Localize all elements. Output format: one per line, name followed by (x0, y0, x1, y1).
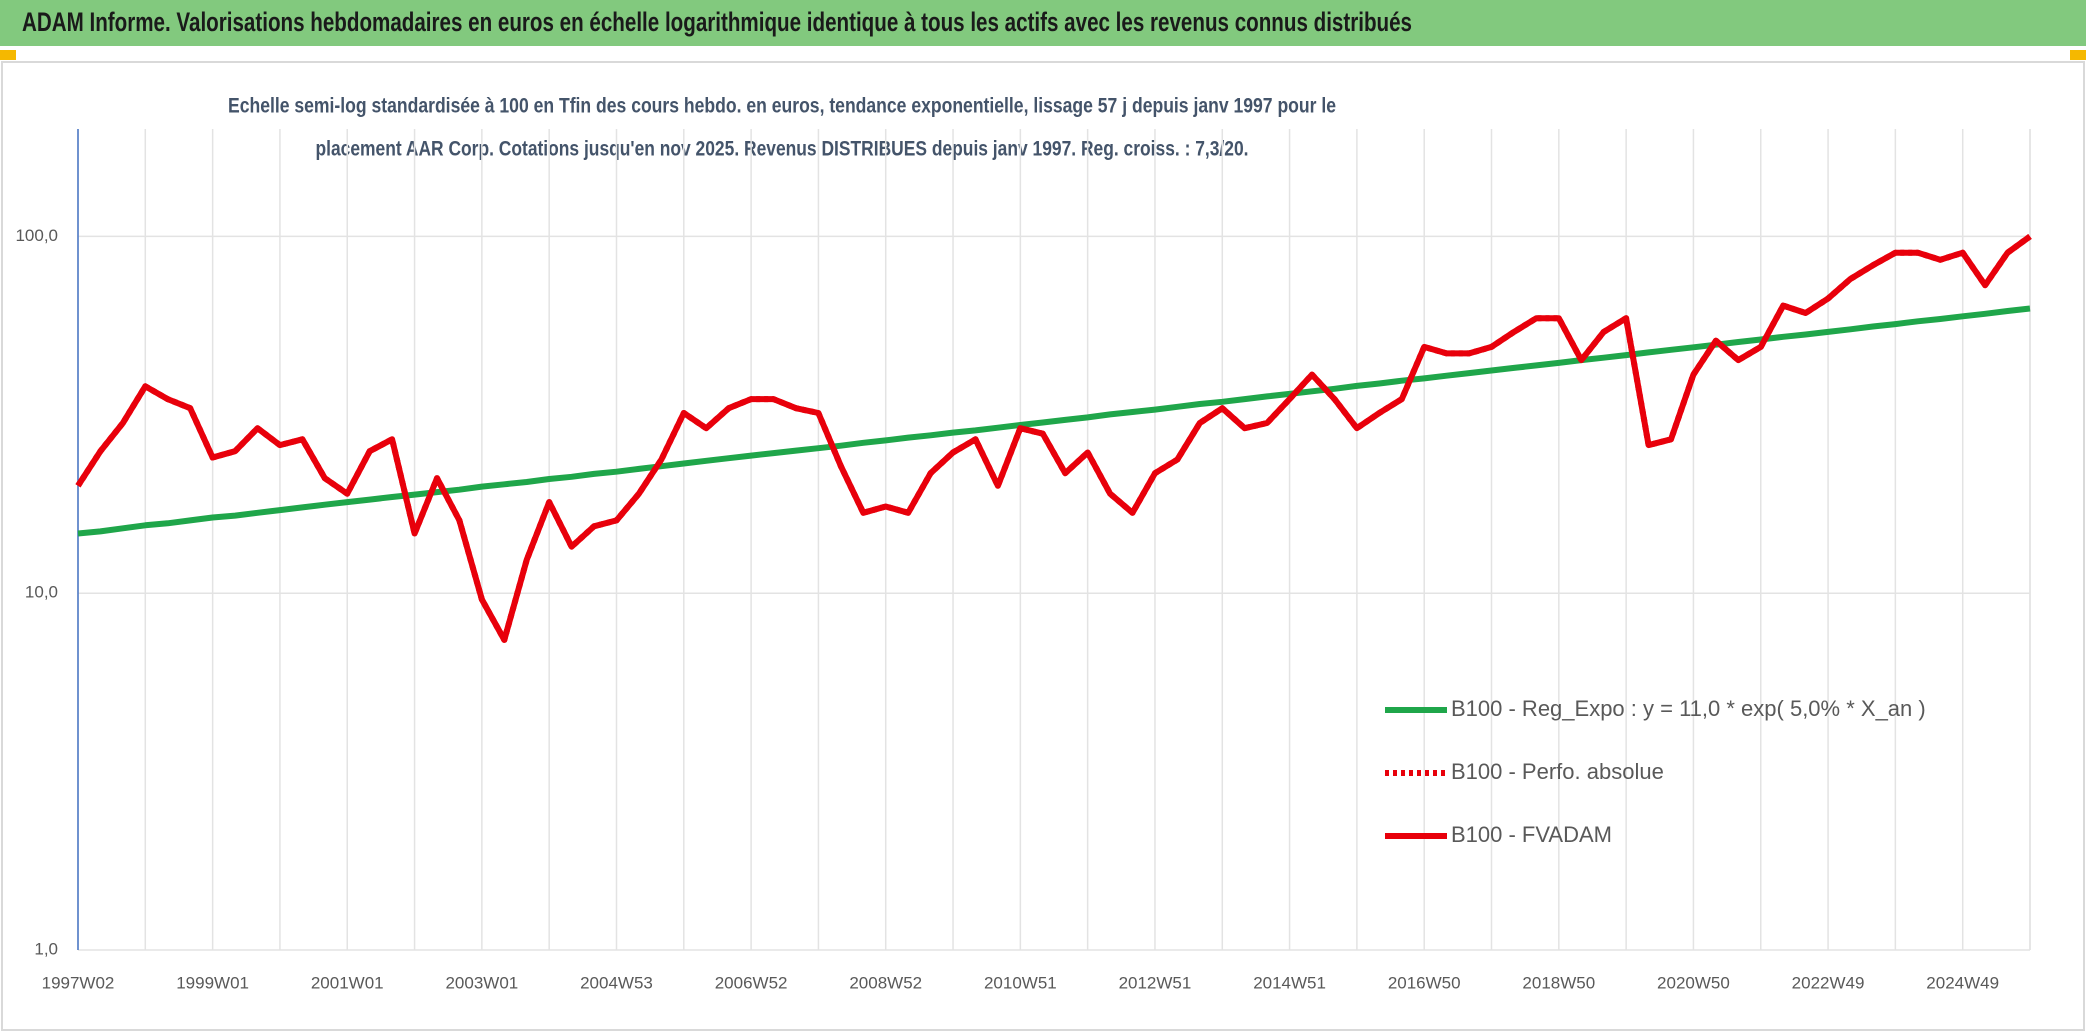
chart-title: ADAM Informe. Valorisations hebdomadaire… (22, 7, 1412, 37)
x-tick-label: 2010W51 (984, 973, 1057, 992)
x-tick-label: 2008W52 (849, 973, 922, 992)
legend-label: B100 - FVADAM (1451, 822, 1612, 847)
x-tick-label: 2018W50 (1522, 973, 1595, 992)
series-line (75, 233, 2032, 643)
y-tick-label: 1,0 (34, 939, 58, 958)
x-tick-label: 2024W49 (1926, 973, 1999, 992)
chart-frame (1, 61, 2085, 1031)
x-tick-label: 2006W52 (715, 973, 788, 992)
chart-subtitle: Echelle semi-log standardisée à 100 en T… (228, 95, 1336, 118)
chart-subtitle: placement AAR Corp. Cotations jusqu'en n… (316, 138, 1249, 161)
corner-mark (2070, 50, 2086, 60)
legend-label: B100 - Reg_Expo : y = 11,0 * exp( 5,0% *… (1451, 696, 1926, 721)
corner-mark (0, 50, 16, 60)
legend-label: B100 - Perfo. absolue (1451, 759, 1664, 784)
y-tick-label: 100,0 (15, 226, 58, 245)
y-tick-label: 10,0 (25, 583, 58, 602)
header-bar (0, 0, 2086, 46)
x-tick-label: 2004W53 (580, 973, 653, 992)
x-tick-label: 1999W01 (176, 973, 249, 992)
x-tick-label: 2016W50 (1388, 973, 1461, 992)
x-tick-label: 2012W51 (1119, 973, 1192, 992)
x-tick-label: 2003W01 (445, 973, 518, 992)
x-tick-label: 2014W51 (1253, 973, 1326, 992)
x-tick-label: 2020W50 (1657, 973, 1730, 992)
x-tick-label: 2022W49 (1792, 973, 1865, 992)
x-tick-label: 1997W02 (42, 973, 115, 992)
x-tick-label: 2001W01 (311, 973, 384, 992)
